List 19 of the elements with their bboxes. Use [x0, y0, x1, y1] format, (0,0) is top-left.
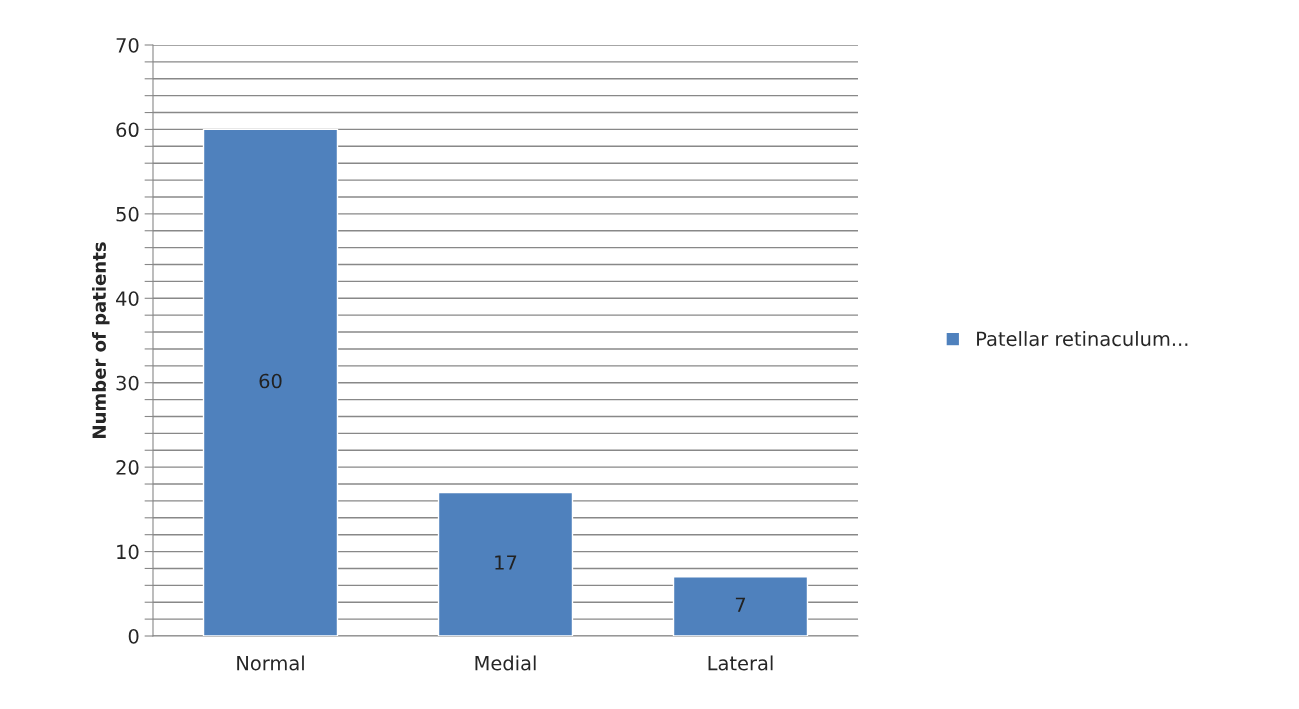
y-tick-label: 20	[116, 460, 139, 475]
y-tick-label: 10	[117, 544, 139, 560]
y-tick-label: 60	[116, 122, 139, 138]
data-label: 17	[495, 555, 517, 570]
x-tick-label: Lateral	[708, 655, 773, 671]
bar	[672, 576, 809, 636]
y-tick-label: 0	[128, 628, 139, 644]
data-label: 60	[259, 373, 282, 389]
x-tick-label: Medial	[475, 655, 536, 671]
x-tick-label: Normal	[237, 655, 304, 671]
y-tick-label: 40	[116, 291, 139, 306]
bar	[202, 128, 339, 636]
bar	[437, 491, 574, 636]
y-tick-label: 70	[116, 37, 139, 53]
y-tick-label: 50	[116, 206, 139, 222]
y-tick-label: 30	[116, 375, 139, 391]
data-label: 7	[735, 597, 746, 612]
y-axis-title: Number of patients	[92, 242, 110, 438]
legend-label: Patellar retinaculum...	[977, 331, 1188, 347]
